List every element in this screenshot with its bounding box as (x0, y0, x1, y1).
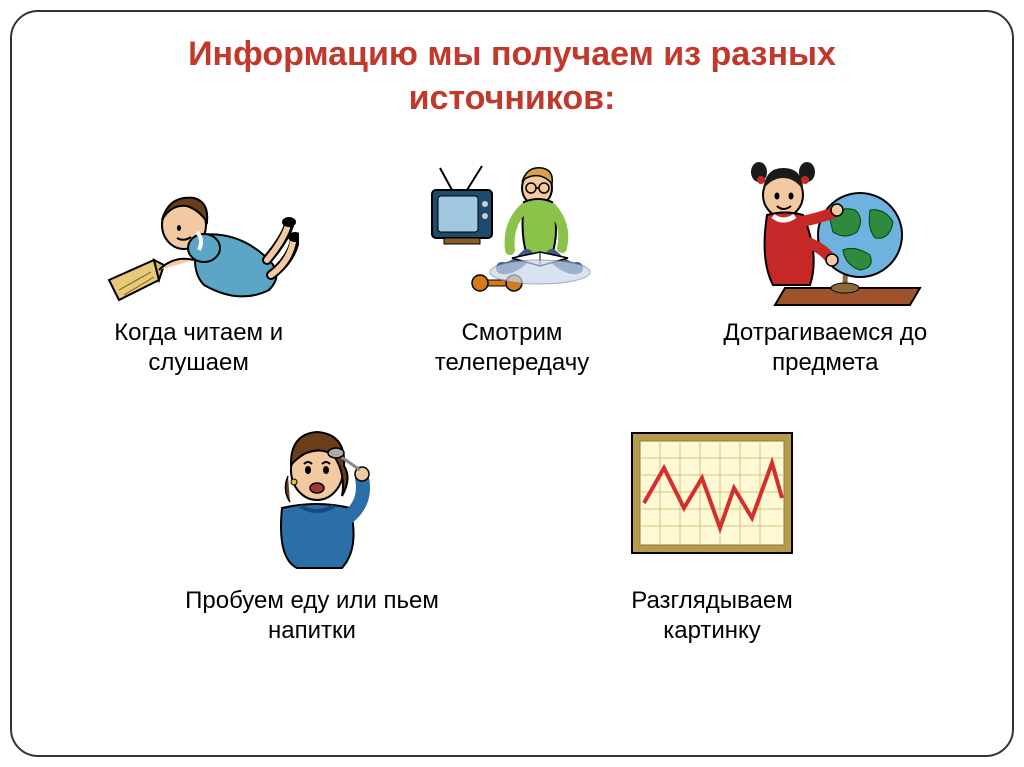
illustration-tv (412, 140, 612, 310)
row-2: Пробуем еду или пьем напитки (42, 408, 982, 646)
illustration-chart (612, 408, 812, 578)
illustration-globe (725, 140, 925, 310)
title-line-1: Информацию мы получаем из разных (188, 35, 836, 73)
slide-frame: Информацию мы получаем из разных источни… (10, 10, 1014, 757)
item-taste-food: Пробуем еду или пьем напитки (182, 408, 442, 646)
item-read-listen: Когда читаем и слушаем (69, 140, 329, 378)
caption-3: Дотрагиваемся до предмета (695, 318, 955, 378)
row-1: Когда читаем и слушаем (42, 140, 982, 378)
item-touch-object: Дотрагиваемся до предмета (695, 140, 955, 378)
title-line-2: источников: (409, 79, 616, 117)
item-look-picture: Разглядываем картинку (582, 408, 842, 646)
slide-title: Информацию мы получаем из разных источни… (42, 32, 982, 120)
caption-1: Когда читаем и слушаем (69, 318, 329, 378)
item-watch-tv: Смотрим телепередачу (382, 140, 642, 378)
illustration-reading (99, 140, 299, 310)
caption-5: Разглядываем картинку (582, 586, 842, 646)
caption-4: Пробуем еду или пьем напитки (182, 586, 442, 646)
illustration-tasting (212, 408, 412, 578)
caption-2: Смотрим телепередачу (382, 318, 642, 378)
